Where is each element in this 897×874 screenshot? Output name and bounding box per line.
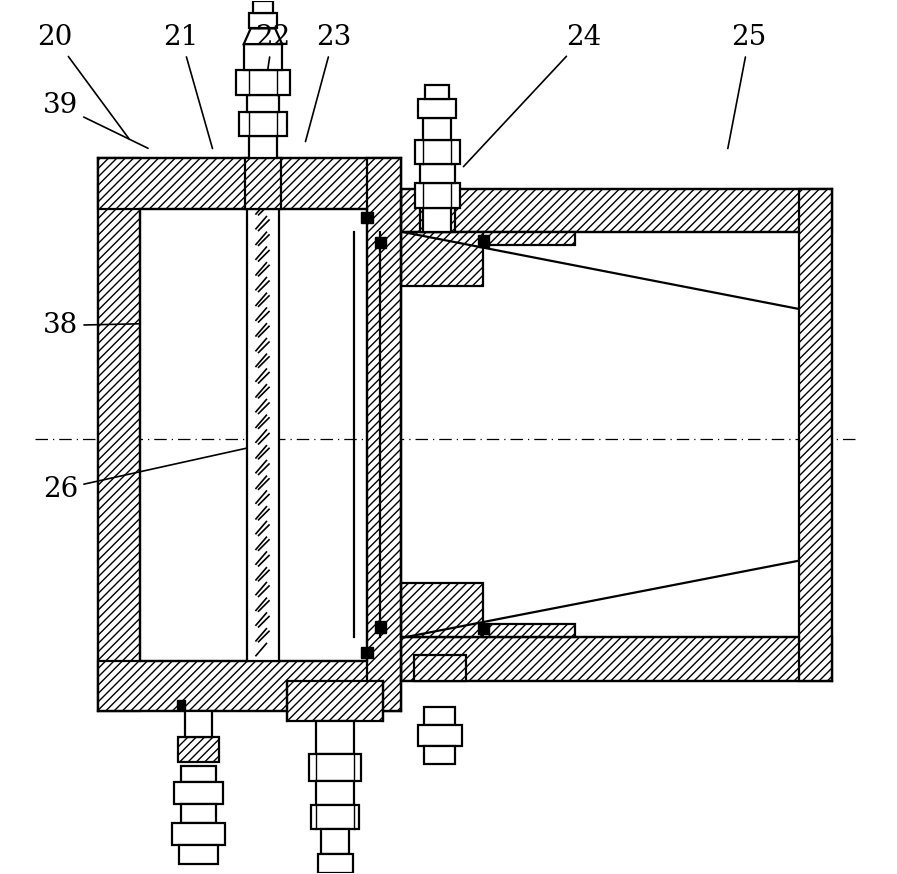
Bar [181, 804, 216, 823]
Bar [483, 232, 575, 246]
Bar [367, 158, 401, 711]
Bar [375, 621, 386, 633]
Bar [248, 94, 279, 112]
Bar [414, 655, 466, 681]
Bar [181, 766, 216, 782]
Text: 22: 22 [255, 24, 290, 70]
Bar [361, 212, 373, 223]
Bar [244, 44, 282, 70]
Bar [172, 823, 224, 845]
Text: 25: 25 [727, 24, 767, 149]
Bar [375, 237, 386, 248]
Bar [418, 725, 462, 746]
Bar [420, 164, 455, 184]
Bar [321, 829, 349, 854]
Bar [178, 737, 220, 762]
Bar [361, 647, 373, 658]
Bar [478, 235, 489, 246]
Bar [316, 780, 354, 805]
Bar [401, 232, 483, 287]
Bar [99, 158, 140, 711]
Bar [253, 1, 273, 13]
Bar [179, 845, 218, 864]
Bar [483, 624, 575, 637]
Text: 26: 26 [43, 448, 248, 503]
Bar [287, 681, 383, 721]
Text: 39: 39 [43, 93, 148, 149]
Bar [239, 112, 287, 136]
Text: 21: 21 [163, 24, 213, 149]
Bar [478, 623, 489, 635]
Bar [414, 140, 460, 164]
Bar [174, 782, 222, 804]
Bar [423, 118, 451, 140]
Bar [401, 583, 483, 637]
Bar [245, 158, 282, 209]
Bar [249, 13, 277, 28]
Bar [423, 208, 451, 232]
Bar [99, 158, 401, 209]
Text: 20: 20 [37, 24, 129, 139]
Bar [99, 661, 401, 711]
Bar [248, 209, 279, 661]
Bar [249, 136, 277, 158]
Bar [418, 99, 457, 118]
Bar [185, 711, 213, 737]
Bar [424, 746, 456, 764]
Bar [424, 707, 456, 725]
Bar [316, 721, 354, 754]
Bar [425, 85, 449, 99]
Text: 38: 38 [43, 312, 139, 339]
Bar [236, 70, 290, 94]
Bar [414, 184, 460, 208]
Bar [311, 805, 359, 829]
Bar [309, 754, 361, 780]
Polygon shape [244, 28, 282, 44]
Text: 24: 24 [464, 24, 601, 167]
Bar [177, 700, 186, 709]
Bar [401, 637, 832, 681]
Bar [318, 854, 353, 873]
Bar [798, 189, 832, 681]
Bar [420, 189, 455, 232]
Bar [401, 189, 832, 232]
Text: 23: 23 [306, 24, 351, 142]
